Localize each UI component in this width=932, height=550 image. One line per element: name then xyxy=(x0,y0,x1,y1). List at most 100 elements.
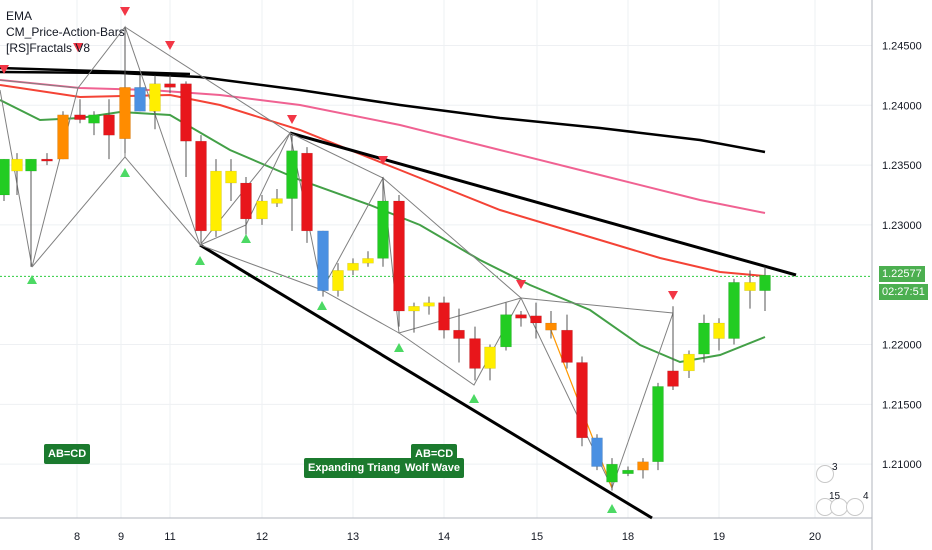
x-tick-label: 8 xyxy=(74,531,80,543)
pattern-label-ab-cd-left[interactable]: AB=CD xyxy=(44,444,91,464)
candle-body xyxy=(240,182,252,220)
pattern-label-expanding-triangle[interactable]: Expanding Triangle xyxy=(304,458,414,478)
fractal-down-marker xyxy=(516,280,526,289)
ema-black-line xyxy=(0,70,766,154)
flag-icon[interactable] xyxy=(816,465,834,483)
candle-body xyxy=(622,469,634,474)
pattern-line xyxy=(124,26,291,134)
pattern-line xyxy=(124,132,291,246)
fractal-down-marker xyxy=(0,65,9,74)
candle-body xyxy=(164,83,176,88)
candle-body xyxy=(545,322,557,331)
x-tick-label: 18 xyxy=(622,531,634,543)
pattern-label-ab-cd-right[interactable]: AB=CD xyxy=(411,444,458,461)
y-tick-label: 1.21500 xyxy=(882,399,922,411)
y-tick-label: 1.21000 xyxy=(882,459,922,471)
legend-fractals[interactable]: [RS]Fractals V8 xyxy=(6,41,91,55)
pattern-line xyxy=(0,25,126,268)
candle-body xyxy=(453,329,465,339)
candle-body xyxy=(149,83,161,112)
candle-body xyxy=(438,302,450,331)
candle-body xyxy=(637,461,649,471)
y-tick-label: 1.22000 xyxy=(882,340,922,352)
fractal-up-marker xyxy=(607,504,617,513)
candle-body xyxy=(180,83,192,142)
current-price-tag: 1.22577 xyxy=(879,266,925,282)
candle-body xyxy=(728,282,740,339)
candle-body xyxy=(484,346,496,369)
fractal-down-marker xyxy=(165,41,175,50)
candle-body xyxy=(500,314,512,348)
candle-body xyxy=(759,274,771,291)
candle-body xyxy=(25,158,37,172)
candle-body xyxy=(393,200,405,312)
candle-body xyxy=(561,329,573,363)
fractal-down-marker xyxy=(668,291,678,300)
candle-body xyxy=(469,338,481,369)
fractal-down-marker xyxy=(287,115,297,124)
legend-price-action-bars[interactable]: CM_Price-Action-Bars xyxy=(6,25,125,39)
fractal-up-marker xyxy=(469,394,479,403)
event-count-15: 15 xyxy=(829,491,841,502)
candle-body xyxy=(347,262,359,271)
candle-body xyxy=(377,200,389,259)
trend-line xyxy=(0,66,191,76)
x-tick-label: 9 xyxy=(118,531,124,543)
candle-body xyxy=(256,200,268,220)
candle-body xyxy=(332,270,344,291)
countdown-tag: 02:27:51 xyxy=(879,284,928,300)
y-tick-label: 1.23000 xyxy=(882,220,922,232)
candle-body xyxy=(0,158,10,196)
candle-body xyxy=(301,152,313,232)
candle-body xyxy=(423,302,435,307)
fractal-up-marker xyxy=(394,343,404,352)
candle-body xyxy=(195,140,207,232)
candle-body xyxy=(210,170,222,232)
x-tick-label: 14 xyxy=(438,531,450,543)
candle-body xyxy=(57,114,69,160)
fractal-down-marker xyxy=(378,156,388,165)
candle-body xyxy=(591,437,603,467)
candle-body xyxy=(119,87,131,140)
flag-icon[interactable] xyxy=(846,498,864,516)
y-tick-label: 1.24500 xyxy=(882,40,922,52)
x-tick-label: 15 xyxy=(531,531,543,543)
legend-ema[interactable]: EMA xyxy=(6,9,33,23)
candle-body xyxy=(11,158,23,172)
pattern-label-wolf-wave[interactable]: Wolf Wave xyxy=(401,458,465,478)
indicator-legend: EMA CM_Price-Action-Bars [RS]Fractals V8 xyxy=(6,8,125,56)
candle-body xyxy=(88,114,100,124)
fractal-up-marker xyxy=(27,275,37,284)
trend-line xyxy=(199,243,653,520)
candle-body xyxy=(41,158,53,162)
event-count-3: 3 xyxy=(832,462,838,473)
candle-body xyxy=(134,87,146,112)
candle-body xyxy=(317,230,329,291)
candle-body xyxy=(530,315,542,324)
fractal-up-marker xyxy=(120,168,130,177)
x-tick-label: 11 xyxy=(164,531,175,543)
candle-body xyxy=(667,370,679,387)
y-tick-label: 1.24000 xyxy=(882,100,922,112)
candle-body xyxy=(576,362,588,439)
x-tick-label: 20 xyxy=(809,531,821,543)
candle-body xyxy=(652,386,664,463)
pattern-line xyxy=(520,297,674,314)
candle-body xyxy=(271,198,283,204)
candle-body xyxy=(515,314,527,319)
candle-body xyxy=(286,150,298,199)
candle-body xyxy=(744,282,756,291)
candle-body xyxy=(103,114,115,136)
y-tick-label: 1.23500 xyxy=(882,160,922,172)
candle-body xyxy=(225,170,237,184)
x-tick-label: 12 xyxy=(256,531,268,543)
event-count-4: 4 xyxy=(863,491,869,502)
candle-body xyxy=(698,322,710,355)
fractal-down-marker xyxy=(120,7,130,16)
fractal-up-marker xyxy=(317,301,327,310)
pattern-line xyxy=(0,79,79,89)
ema-pink-line xyxy=(0,79,766,214)
fractal-down-marker xyxy=(73,43,83,52)
